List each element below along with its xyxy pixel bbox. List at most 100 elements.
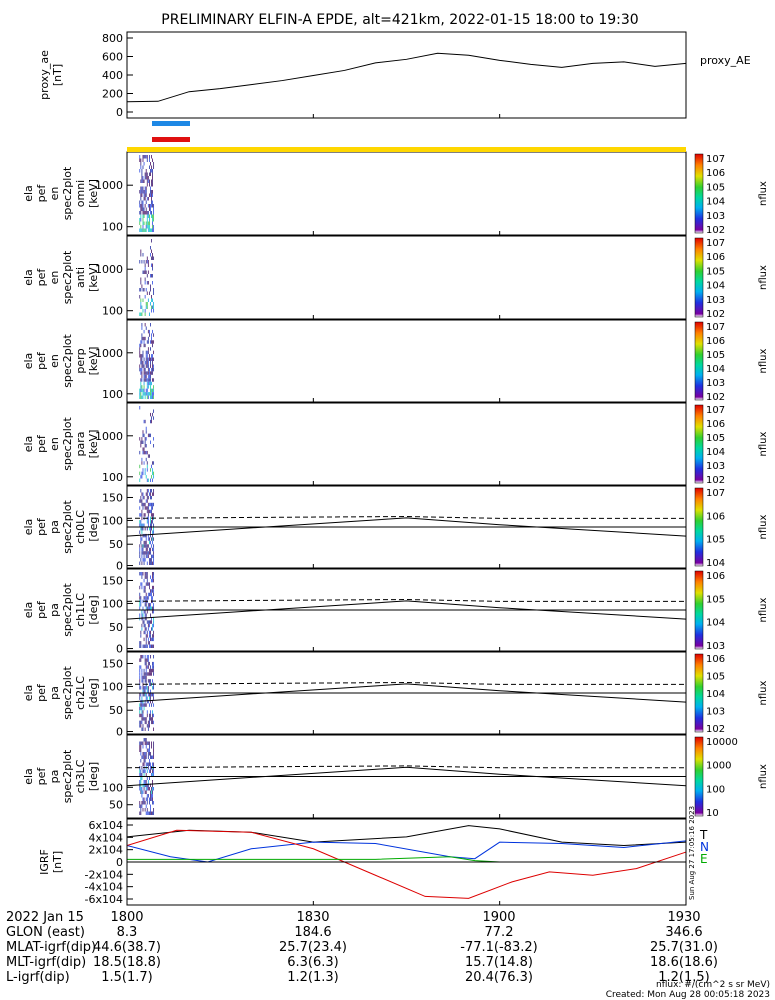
spec-cell — [147, 665, 149, 669]
ytick-label: 100 — [102, 471, 123, 484]
spec-cell — [153, 665, 155, 669]
spec-cell — [151, 811, 152, 815]
ephem-value: 184.6 — [294, 925, 331, 940]
colorbar — [694, 153, 704, 234]
spec-cell — [149, 165, 150, 169]
spec-cell — [143, 668, 145, 673]
spec-cell — [139, 710, 141, 714]
spec-cell — [153, 547, 155, 552]
spec-cell — [140, 277, 142, 281]
spec-cell — [139, 679, 141, 683]
spec-cell — [143, 340, 145, 344]
spec-cell — [145, 616, 147, 621]
colorbar-tick-label: 107 — [706, 154, 725, 165]
spec-cell — [151, 200, 152, 204]
spec-cell — [152, 256, 153, 260]
spec-cell — [149, 811, 150, 815]
spec-cell — [145, 703, 147, 707]
panel-ylabel: en — [48, 187, 61, 201]
spec-cell — [141, 547, 143, 552]
spec-cell — [145, 603, 147, 607]
panel-frame — [126, 651, 687, 735]
panel-ylabel: spec2plot — [61, 334, 74, 388]
spec-cell — [140, 193, 142, 197]
spec-cell — [139, 741, 141, 745]
spec-cell — [142, 762, 144, 766]
spec-cell — [147, 211, 149, 215]
spec-cell — [142, 214, 144, 218]
ephemeris-table: GLON (east) 8.3 184.6 77.2 346.6 MLAT-ig… — [6, 925, 718, 985]
spec-cell — [140, 790, 142, 794]
spec-cell — [152, 637, 153, 642]
spec-cell — [151, 357, 152, 361]
panel-ylabel: [keV] — [87, 347, 100, 376]
spec-cell — [143, 585, 145, 590]
spec-cell — [143, 578, 145, 583]
spec-cell — [140, 392, 142, 396]
colorbar-tick-label: 105 — [706, 266, 725, 277]
spec-cell — [140, 804, 142, 808]
antilc-line — [126, 599, 686, 602]
spec-cell — [149, 801, 150, 805]
spec-cell — [152, 520, 153, 524]
spec-cell — [145, 211, 147, 215]
spec-cell — [144, 699, 146, 704]
spec-cell — [153, 492, 155, 496]
spec-cell — [152, 537, 153, 541]
spec-cell — [144, 395, 146, 399]
spec-cell — [153, 475, 155, 479]
spec-cell — [145, 797, 147, 801]
spec-cell — [145, 225, 147, 229]
spec-cell — [152, 693, 153, 697]
spec-cell — [147, 364, 149, 368]
spec-cell — [146, 551, 148, 555]
spec-cell — [139, 450, 141, 455]
ytick-label: 4x104 — [88, 831, 123, 844]
spec-cell — [151, 204, 152, 208]
spec-cell — [142, 354, 144, 358]
spec-cell — [145, 762, 147, 766]
spec-cell — [150, 509, 151, 514]
spec-cell — [139, 686, 141, 690]
spec-cell — [143, 780, 145, 784]
spec-cell — [146, 225, 148, 229]
colorbar-tick-label: 103 — [706, 461, 725, 472]
panel-frame — [126, 402, 687, 486]
spec-cell — [152, 801, 153, 805]
colorbar-label: nflux — [758, 431, 769, 456]
spec-cell — [145, 186, 147, 190]
colorbar-tick-label: 10000 — [706, 737, 738, 748]
spec-cell — [147, 787, 149, 791]
ephem-value: 25.7(31.0) — [650, 940, 718, 955]
spec-cell — [146, 620, 148, 624]
spec-cell — [152, 371, 153, 375]
ytick-label: 50 — [109, 538, 123, 551]
spec-cell — [153, 207, 155, 211]
spec-cell — [152, 461, 153, 465]
spec-cell — [143, 162, 145, 166]
colorbar-tick-label: 105 — [706, 672, 725, 683]
spec-cell — [150, 207, 151, 211]
colorbar-tick-label: 104 — [706, 364, 725, 375]
spec-cell — [153, 572, 155, 576]
spec-cell — [142, 572, 144, 576]
spec-cell — [140, 395, 142, 399]
spec-cell — [149, 644, 150, 648]
spec-cell — [142, 218, 144, 222]
spec-cell — [141, 492, 143, 496]
spec-cell — [152, 554, 153, 559]
spec-cell — [144, 790, 146, 794]
spec-cell — [143, 544, 145, 548]
panel-ylabel: perp — [74, 348, 87, 373]
spec-cell — [140, 381, 142, 386]
spec-cell — [147, 606, 149, 610]
spec-cell — [140, 724, 142, 728]
spec-cell — [141, 305, 143, 309]
spec-cell — [142, 752, 144, 756]
spec-cell — [139, 713, 141, 718]
colorbar-tick-label: 104 — [706, 197, 725, 208]
legend-label: E — [700, 852, 708, 866]
spec-cell — [146, 492, 148, 496]
spec-cell — [153, 561, 155, 565]
spec-cell — [143, 738, 145, 742]
